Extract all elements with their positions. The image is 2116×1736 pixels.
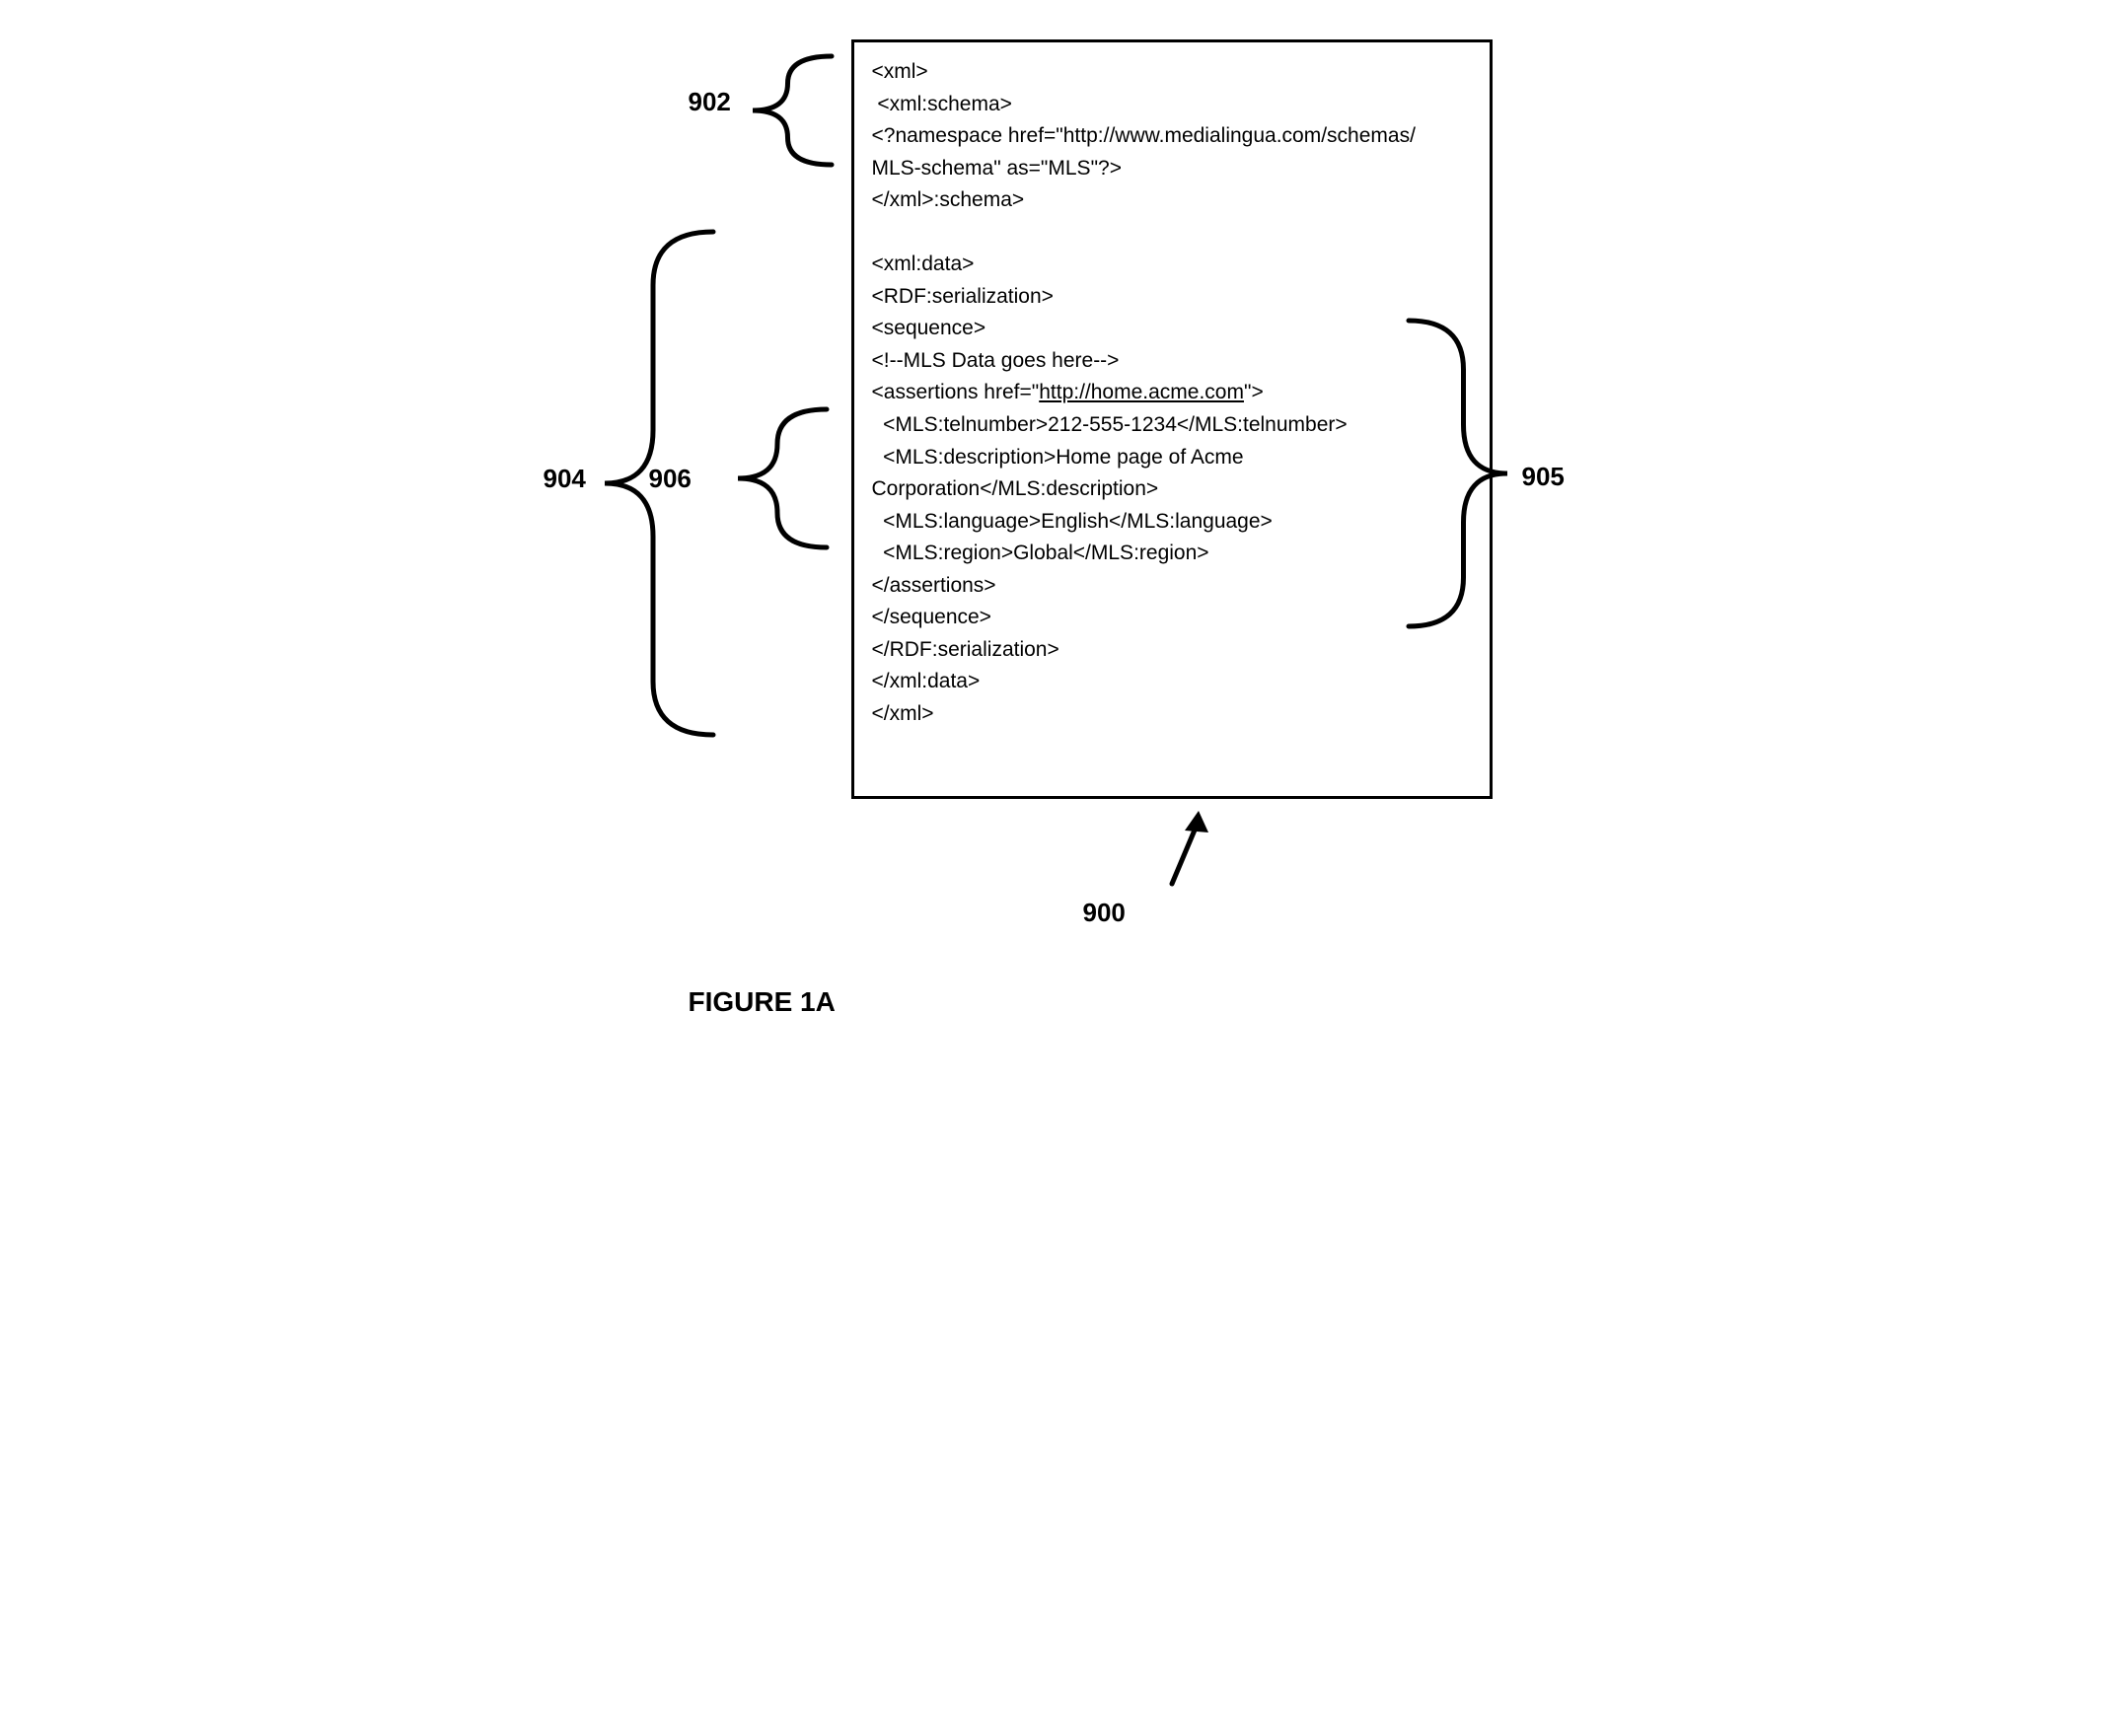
brace-905 [1404,316,1512,631]
code-line: <xml:data> [872,249,1472,281]
code-line: </assertions> [872,570,1472,603]
code-line: <?namespace href="http://www.medialingua… [872,120,1472,153]
code-line: </xml> [872,698,1472,731]
figure-title: FIGURE 1A [689,986,836,1018]
code-line: <xml:schema> [872,89,1472,121]
code-line: <!--MLS Data goes here--> [872,345,1472,378]
code-line: </sequence> [872,602,1472,634]
code-line: <MLS:description>Home page of Acme [872,442,1472,474]
code-line: </xml>:schema> [872,184,1472,217]
code-line: <MLS:telnumber>212-555-1234</MLS:telnumb… [872,409,1472,442]
label-902: 902 [689,87,731,117]
label-906: 906 [649,464,692,494]
label-904: 904 [544,464,586,494]
code-line: MLS-schema" as="MLS"?> [872,153,1472,185]
code-line: <assertions href="http://home.acme.com"> [872,377,1472,409]
code-line: Corporation</MLS:description> [872,473,1472,506]
code-line: </xml:data> [872,666,1472,698]
code-line: <MLS:region>Global</MLS:region> [872,538,1472,570]
code-line: <sequence> [872,313,1472,345]
code-line: <RDF:serialization> [872,281,1472,314]
code-line: <MLS:language>English</MLS:language> [872,506,1472,539]
brace-902 [748,51,837,170]
arrow-900 [1157,809,1216,888]
code-line: </RDF:serialization> [872,634,1472,667]
brace-906 [733,404,832,552]
figure-1a: <xml> <xml:schema><?namespace href="http… [536,39,1581,1026]
code-line: <xml> [872,56,1472,89]
label-905: 905 [1522,462,1565,492]
code-lines-container: <xml> <xml:schema><?namespace href="http… [872,56,1472,730]
code-line [872,217,1472,250]
xml-code-box: <xml> <xml:schema><?namespace href="http… [851,39,1493,799]
label-900: 900 [1083,898,1126,928]
